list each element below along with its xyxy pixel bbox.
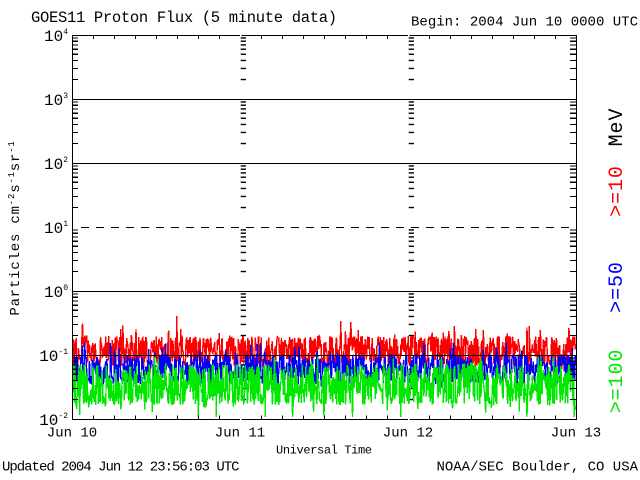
svg-text:GOES11 Proton Flux (5 minute d: GOES11 Proton Flux (5 minute data) (31, 9, 337, 27)
svg-text:>=10: >=10 (606, 165, 629, 217)
svg-text:Jun 11: Jun 11 (215, 426, 265, 442)
svg-text:>=100: >=100 (606, 349, 629, 414)
svg-text:Universal Time: Universal Time (276, 444, 372, 458)
svg-text:2: 2 (63, 156, 68, 165)
svg-text:3: 3 (63, 92, 68, 101)
svg-text:MeV: MeV (606, 108, 629, 147)
svg-text:Updated 2004 Jun 12 23:56:03 U: Updated 2004 Jun 12 23:56:03 UTC (2, 460, 240, 476)
svg-text:Jun 13: Jun 13 (551, 426, 601, 442)
svg-text:4: 4 (63, 28, 68, 37)
svg-text:Jun 12: Jun 12 (383, 426, 433, 442)
svg-text:10: 10 (39, 348, 58, 366)
svg-text:10: 10 (44, 156, 63, 174)
svg-text:10: 10 (44, 92, 63, 110)
svg-text:Jun 10: Jun 10 (47, 426, 97, 442)
svg-text:Begin: 2004 Jun 10 0000 UTC: Begin: 2004 Jun 10 0000 UTC (411, 15, 638, 31)
svg-text:>=50: >=50 (606, 261, 629, 313)
svg-text:-1: -1 (58, 348, 68, 357)
svg-text:NOAA/SEC Boulder, CO USA: NOAA/SEC Boulder, CO USA (437, 460, 639, 476)
svg-text:10: 10 (39, 412, 58, 430)
svg-text:10: 10 (44, 284, 63, 302)
svg-text:1: 1 (63, 220, 68, 229)
svg-text:-2: -2 (58, 412, 68, 421)
svg-text:10: 10 (44, 220, 63, 238)
svg-text:0: 0 (63, 284, 68, 293)
svg-text:Particles cm-2s-1sr-1: Particles cm-2s-1sr-1 (7, 140, 24, 315)
svg-text:10: 10 (44, 28, 63, 46)
